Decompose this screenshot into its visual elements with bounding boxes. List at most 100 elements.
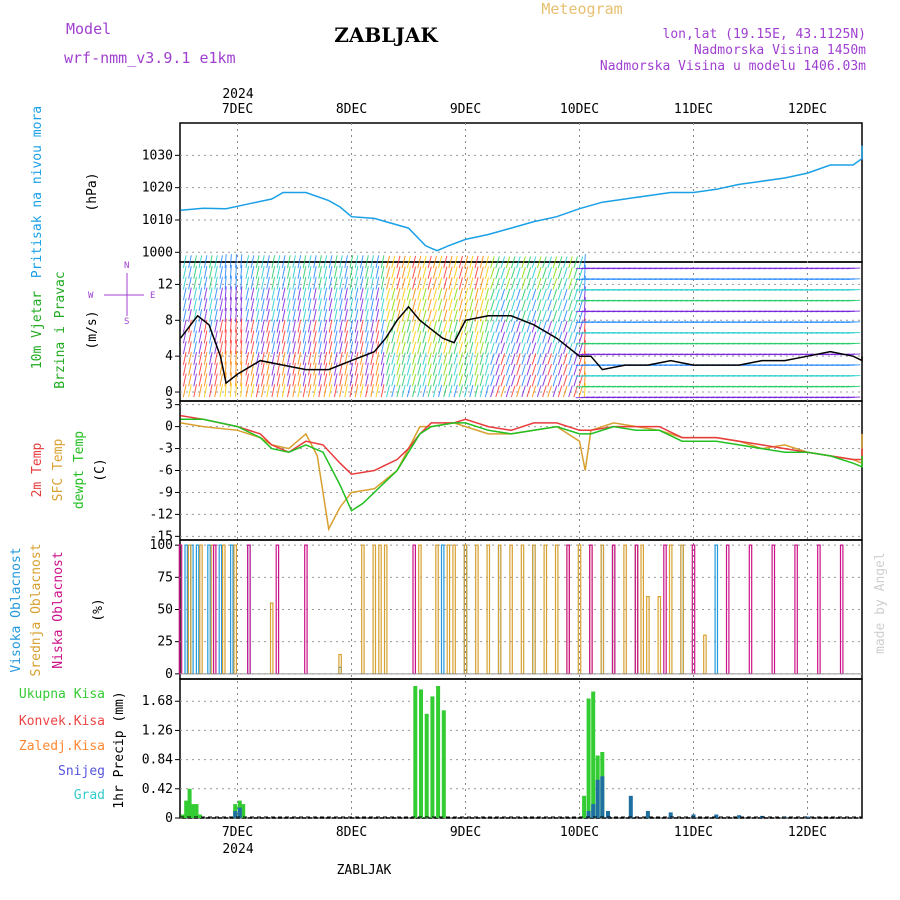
wind-barb	[484, 384, 489, 398]
wind-barb	[271, 362, 276, 376]
wind-barb	[536, 320, 542, 333]
wind-barb	[500, 256, 506, 269]
wind-barb	[365, 373, 369, 387]
wind-barb	[214, 319, 218, 333]
wind-barb	[547, 385, 552, 398]
wind-barb	[505, 353, 511, 365]
wind-barb	[391, 277, 396, 290]
wind-ytick-label-0: 0	[165, 385, 173, 400]
wind-barb	[271, 330, 276, 344]
wind-barb	[380, 298, 385, 312]
wind-barb	[292, 341, 296, 355]
wind-barb	[578, 331, 584, 344]
wind-barb	[261, 330, 265, 344]
wind-barb	[307, 298, 312, 312]
wind-barb	[250, 373, 255, 387]
wind-barb	[224, 340, 227, 355]
temp-ytick-label--3: -3	[157, 442, 173, 457]
wind-barb	[563, 374, 568, 387]
wind-barb	[464, 320, 469, 333]
wind-barb	[255, 373, 260, 387]
wind-barb	[490, 288, 495, 301]
wind-barb	[255, 308, 260, 322]
wind-barb	[235, 361, 238, 376]
wind-barb	[490, 363, 495, 376]
wind-barb	[469, 320, 474, 333]
wind-barb	[224, 361, 227, 376]
wind-barb	[261, 265, 265, 279]
wind-barb	[484, 352, 489, 365]
mid-cloud-bar	[418, 544, 422, 675]
wind-barb	[354, 308, 359, 322]
wind-barb	[438, 352, 443, 365]
wind-barb	[422, 330, 427, 344]
wind-speed-line	[179, 305, 863, 385]
wind-barb	[484, 341, 489, 355]
wind-barb	[458, 255, 463, 269]
wind-barb	[443, 320, 448, 333]
wind-barb	[417, 266, 422, 279]
wind-barb	[464, 330, 469, 344]
cloud-label-3: Niska Oblacnost	[51, 551, 66, 668]
wind-barb	[563, 353, 568, 365]
wind-barb	[510, 374, 516, 387]
dewpt-temp-line	[180, 418, 863, 512]
wind-barb	[422, 287, 427, 301]
wind-barb	[438, 341, 443, 355]
wind-barb	[396, 287, 401, 301]
wind-barb	[229, 286, 232, 301]
wind-barb	[583, 297, 586, 312]
wind-barb	[380, 330, 385, 344]
wind-barb	[198, 319, 203, 333]
precip-legend-conv: Konvek.Kisa	[19, 714, 105, 729]
wind-barb	[557, 288, 563, 301]
wind-barb	[313, 341, 317, 355]
wind-barb	[412, 384, 417, 398]
precip-total-bar	[180, 814, 185, 818]
wind-barb	[406, 330, 411, 344]
wind-barb	[438, 255, 443, 269]
wind-barb	[344, 341, 348, 355]
wind-barb	[412, 330, 417, 344]
wind-barb	[266, 308, 270, 322]
wind-barb	[578, 288, 584, 301]
wind-barb	[349, 265, 354, 279]
wind-barb	[182, 330, 187, 344]
wind-barb	[401, 287, 406, 301]
wind-barb	[422, 255, 427, 269]
wind-barb	[245, 298, 250, 312]
wind-barb	[224, 297, 227, 312]
cloud-ytick-label-0: 0	[165, 667, 173, 682]
wind-barb	[458, 277, 463, 290]
wind-barb	[516, 267, 521, 279]
wind-barb	[443, 266, 448, 279]
wind-barb	[333, 319, 338, 333]
wind-barb	[292, 255, 296, 269]
wind-barb	[339, 384, 343, 398]
wind-barb	[438, 309, 443, 322]
wind-barb	[266, 362, 270, 376]
wind-barb	[412, 277, 417, 290]
wind-barb	[209, 287, 213, 301]
wind-barb	[846, 364, 861, 366]
wind-barb	[349, 330, 354, 344]
precip-total-bar	[424, 713, 429, 819]
wind-barb	[229, 254, 232, 269]
wind-barb	[479, 384, 484, 398]
wind-barb	[271, 319, 276, 333]
wind-barb	[203, 298, 208, 312]
wind-label-1: 10m Vjetar	[30, 291, 45, 369]
wind-barb	[250, 276, 255, 290]
wind-barb	[318, 373, 322, 387]
wind-barb	[386, 373, 391, 387]
wind-barb	[846, 278, 861, 280]
wind-barb	[281, 384, 286, 398]
wind-barb	[563, 288, 568, 301]
wind-barb	[323, 319, 328, 333]
wind-barb	[235, 329, 238, 344]
wind-barb	[287, 341, 291, 355]
wind-barb	[344, 298, 348, 312]
wind-barb	[432, 309, 437, 322]
wind-barb	[359, 384, 364, 398]
chart-marks	[178, 145, 863, 819]
